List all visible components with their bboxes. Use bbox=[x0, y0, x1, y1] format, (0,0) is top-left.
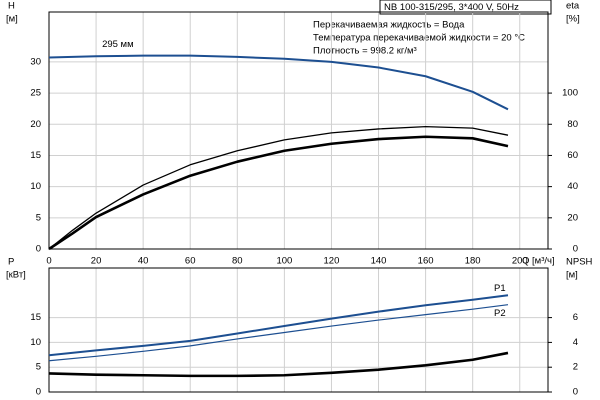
y2-tick-label: 20 bbox=[567, 212, 578, 223]
x-axis-label: Q [м³/ч] bbox=[522, 256, 555, 267]
y-tick-label: 25 bbox=[30, 88, 41, 99]
curve bbox=[48, 294, 509, 357]
x-tick-label: 120 bbox=[324, 256, 340, 267]
y2-tick-label: 4 bbox=[573, 337, 578, 348]
curve-label: P1 bbox=[494, 283, 506, 294]
y2-axis-label: NPSH bbox=[566, 257, 593, 268]
title-box bbox=[379, 0, 552, 15]
y-tick-label: 5 bbox=[36, 212, 41, 223]
curve-label: P2 bbox=[494, 308, 506, 319]
y2-tick-label: 2 bbox=[573, 362, 578, 373]
y-tick-label: 10 bbox=[30, 337, 41, 348]
x-tick-label: 200 bbox=[512, 256, 528, 267]
y-tick-label: 30 bbox=[30, 56, 41, 67]
y-tick-label: 10 bbox=[30, 181, 41, 192]
y2-tick-label: 60 bbox=[567, 150, 578, 161]
y2-tick-label: 6 bbox=[573, 312, 578, 323]
y2-axis-label: eta bbox=[566, 1, 580, 12]
curve bbox=[48, 125, 509, 250]
curve bbox=[48, 135, 509, 251]
y2-tick-label: 40 bbox=[567, 181, 578, 192]
y-tick-label: 0 bbox=[36, 244, 41, 255]
x-tick-label: 140 bbox=[371, 256, 387, 267]
y2-tick-label: 0 bbox=[573, 244, 578, 255]
curve bbox=[48, 54, 509, 111]
info-line: Температура перекачиваемой жидкости = 20… bbox=[313, 33, 525, 44]
y-axis-label: H bbox=[8, 1, 15, 12]
info-line: Перекачиваемая жидкость = Вода bbox=[313, 20, 465, 31]
y2-axis-unit: [%] bbox=[566, 14, 580, 25]
x-tick-label: 100 bbox=[276, 256, 292, 267]
y2-tick-label: 80 bbox=[567, 119, 578, 130]
x-tick-label: 80 bbox=[232, 256, 243, 267]
curve bbox=[48, 304, 509, 362]
y-axis-unit: [кВт] bbox=[6, 270, 26, 281]
x-tick-label: 160 bbox=[418, 256, 434, 267]
plot-frame bbox=[48, 11, 549, 250]
y-tick-label: 15 bbox=[30, 150, 41, 161]
y-tick-label: 20 bbox=[30, 119, 41, 130]
x-tick-label: 180 bbox=[465, 256, 481, 267]
x-tick-label: 0 bbox=[46, 256, 51, 267]
chart-title: NB 100-315/295, 3*400 V, 50Hz bbox=[384, 2, 519, 13]
y2-tick-label: 0 bbox=[573, 387, 578, 398]
y-tick-label: 0 bbox=[36, 387, 41, 398]
curve-label: 295 мм bbox=[102, 39, 134, 50]
x-tick-label: 60 bbox=[185, 256, 196, 267]
x-tick-label: 40 bbox=[138, 256, 149, 267]
y2-tick-label: 100 bbox=[562, 88, 578, 99]
y-axis-label: P bbox=[8, 257, 14, 268]
y-tick-label: 15 bbox=[30, 312, 41, 323]
info-line: Плотность = 998.2 кг/м³ bbox=[313, 46, 417, 57]
plot-frame bbox=[48, 267, 549, 393]
y-tick-label: 5 bbox=[36, 362, 41, 373]
y-axis-unit: [м] bbox=[6, 14, 18, 25]
x-tick-label: 20 bbox=[91, 256, 102, 267]
curve bbox=[48, 351, 509, 378]
y2-axis-unit: [м] bbox=[566, 270, 578, 281]
